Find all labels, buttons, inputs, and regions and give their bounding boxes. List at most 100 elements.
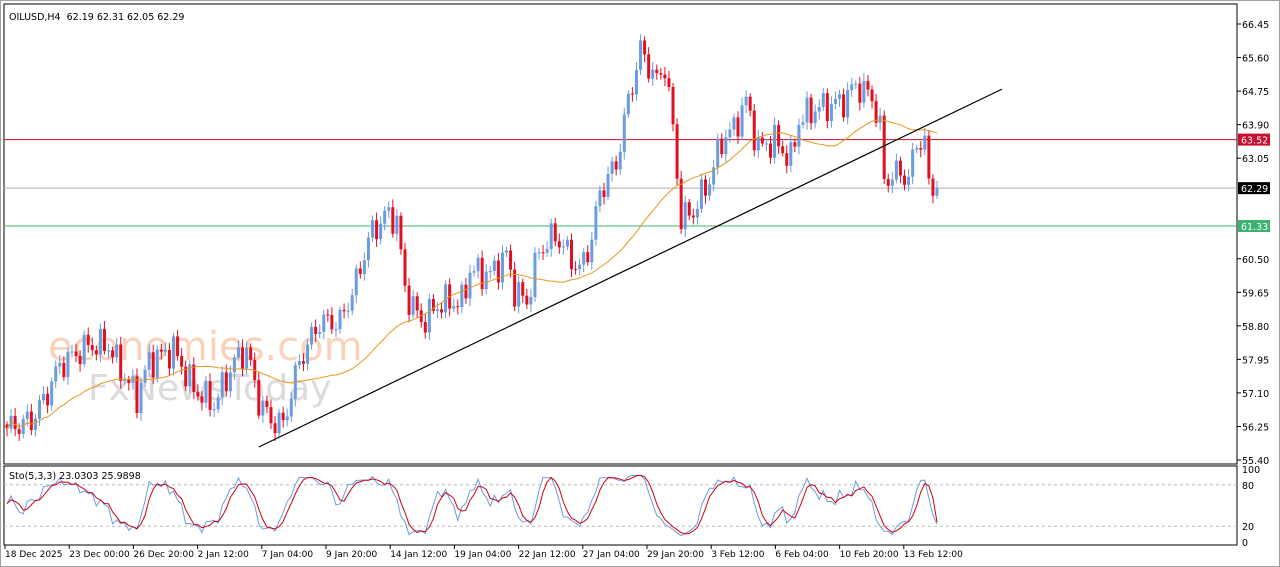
candle	[777, 120, 781, 155]
y-tick-label: 64.75	[1242, 87, 1269, 98]
candle	[17, 423, 21, 441]
candle-body	[78, 355, 82, 365]
candle	[423, 314, 427, 339]
price-tag-support	[1238, 220, 1270, 233]
candle	[208, 373, 212, 417]
candle-body	[582, 252, 586, 265]
candle	[862, 73, 866, 108]
candle-body	[606, 174, 610, 197]
candle-body	[846, 90, 850, 118]
candle	[273, 416, 277, 441]
candle-body	[744, 96, 748, 106]
candle	[411, 290, 415, 319]
candle-body	[216, 397, 220, 410]
candle-body	[931, 178, 935, 196]
candle	[167, 343, 171, 376]
candle-body	[541, 252, 545, 254]
candle-body	[513, 269, 517, 307]
candle-body	[923, 135, 927, 150]
candle	[622, 107, 626, 160]
candle	[90, 337, 94, 357]
candle	[102, 321, 106, 355]
candle	[537, 247, 541, 260]
candle-body	[569, 239, 573, 270]
candle-body	[594, 206, 598, 240]
candle	[13, 408, 17, 437]
candle	[748, 93, 752, 117]
candle-body	[850, 84, 854, 91]
candle	[135, 368, 139, 419]
candle	[232, 354, 236, 380]
candle-body	[634, 69, 638, 95]
candle	[582, 248, 586, 273]
candle-body	[618, 151, 622, 170]
candle-body	[115, 344, 119, 358]
candle-body	[574, 269, 578, 271]
candle	[66, 348, 70, 385]
candle-body	[911, 149, 915, 177]
candle	[236, 340, 240, 362]
candle-body	[289, 398, 293, 417]
candle	[119, 336, 123, 389]
candle-body	[21, 418, 25, 434]
candle	[821, 87, 825, 112]
candle	[752, 103, 756, 157]
candle-body	[545, 248, 549, 253]
candle-body	[46, 393, 50, 406]
candle	[509, 244, 513, 278]
candle-body	[586, 252, 590, 263]
symbol-ohlc-label: OILUSD,H4 62.19 62.31 62.05 62.29	[9, 12, 184, 23]
candle	[33, 413, 37, 437]
candle-body	[622, 114, 626, 152]
candle	[549, 218, 553, 257]
candle	[151, 344, 155, 385]
candle	[545, 241, 549, 257]
candle-body	[249, 347, 253, 360]
candle-body	[62, 362, 66, 378]
candle-body	[419, 310, 423, 322]
candle-body	[29, 411, 33, 431]
x-tick-label: 26 Dec 20:00	[133, 550, 194, 560]
candle	[188, 360, 192, 394]
y-tick-label: 59.65	[1242, 288, 1269, 299]
candle	[62, 356, 66, 381]
candle-body	[33, 418, 37, 431]
candle	[326, 308, 330, 322]
candle	[5, 421, 9, 437]
candle-body	[797, 124, 801, 147]
candle-body	[17, 429, 21, 434]
candle	[890, 171, 894, 194]
candle-body	[870, 89, 874, 102]
candle	[285, 408, 289, 427]
candle	[354, 264, 358, 304]
candle	[704, 175, 708, 204]
candle	[496, 252, 500, 290]
candle	[330, 307, 334, 335]
price-tag-label: 62.29	[1241, 184, 1268, 195]
candle-body	[391, 207, 395, 234]
candle-body	[293, 365, 297, 399]
candle-body	[399, 215, 403, 250]
candle	[809, 93, 813, 130]
candle	[773, 117, 777, 164]
candle	[224, 364, 228, 397]
candle	[671, 82, 675, 132]
candle-body	[415, 296, 419, 311]
candle-body	[322, 314, 326, 332]
candle	[147, 344, 151, 377]
candle-body	[74, 351, 78, 356]
candle-body	[630, 93, 634, 95]
candle	[334, 322, 338, 338]
candle-body	[829, 104, 833, 122]
candle	[590, 231, 594, 270]
candle	[630, 87, 634, 102]
candle	[212, 401, 216, 418]
candle	[500, 245, 504, 290]
candle	[265, 395, 269, 414]
candle	[403, 242, 407, 292]
x-tick-label: 23 Dec 00:00	[69, 550, 130, 560]
candle-body	[460, 284, 464, 307]
candle	[712, 159, 716, 192]
